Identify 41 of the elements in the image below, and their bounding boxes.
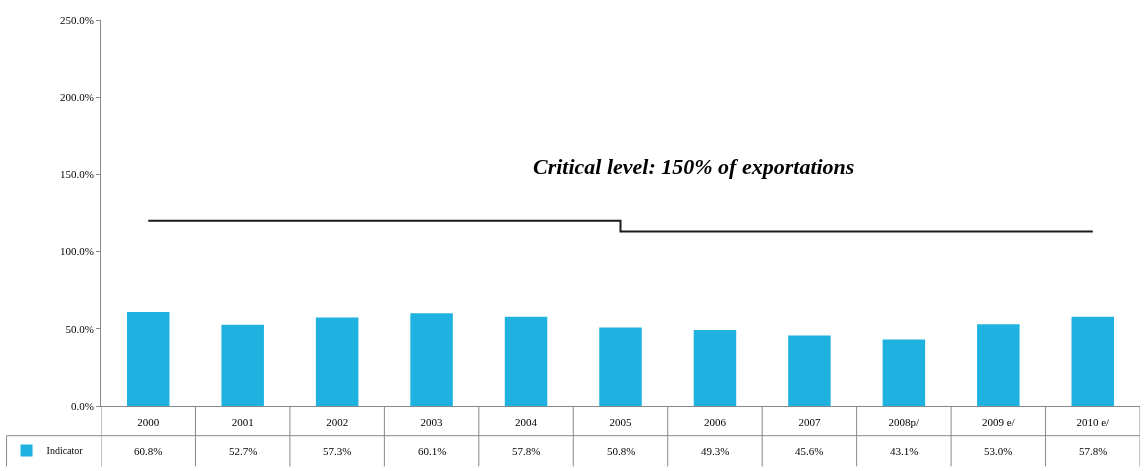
y-tick-label: 100.0% (59, 245, 94, 258)
x-tick-label: 2000 (137, 416, 160, 429)
bar (410, 313, 453, 406)
data-label: 57.3% (323, 445, 352, 457)
bar (882, 339, 926, 406)
bar (504, 316, 548, 406)
bar (788, 335, 831, 406)
x-tick-label: 2009 e/ (981, 416, 1016, 429)
data-label: 52.7% (229, 445, 258, 457)
data-label: 45.6% (795, 445, 824, 457)
bar (126, 312, 170, 406)
bar (977, 324, 1020, 406)
data-label: 43.1% (890, 445, 919, 457)
x-tick-label: 2004 (515, 416, 538, 429)
legend-label: Indicator (46, 445, 84, 457)
annotation: Critical level: 150% of exportations (533, 154, 855, 179)
x-tick-label: 2010 e/ (1076, 416, 1111, 429)
y-tick-label: 200.0% (59, 91, 94, 104)
data-label: 57.8% (1079, 445, 1108, 457)
y-tick-label: 150.0% (59, 168, 94, 181)
bar (221, 324, 264, 406)
y-tick-label: 0.0% (70, 399, 94, 412)
data-label: 57.8% (512, 445, 541, 457)
x-tick-label: 2005 (609, 416, 632, 429)
x-tick-label: 2006 (703, 416, 727, 429)
x-tick-label: 2007 (798, 416, 821, 429)
data-label: 50.8% (607, 445, 636, 457)
x-tick-label: 2008p/ (888, 416, 921, 429)
bar (693, 329, 737, 406)
x-tick-label: 2002 (326, 416, 349, 429)
x-tick-label: 2001 (231, 416, 254, 429)
y-tick-label: 50.0% (65, 322, 94, 335)
data-label: 53.0% (984, 445, 1013, 457)
bar (599, 327, 642, 406)
data-label: 60.1% (418, 445, 447, 457)
data-label: 49.3% (701, 445, 730, 457)
bar (315, 317, 359, 406)
y-tick-label: 250.0% (59, 13, 94, 26)
bar (1071, 316, 1115, 406)
x-tick-label: 2003 (420, 416, 444, 429)
data-label: 60.8% (134, 445, 163, 457)
